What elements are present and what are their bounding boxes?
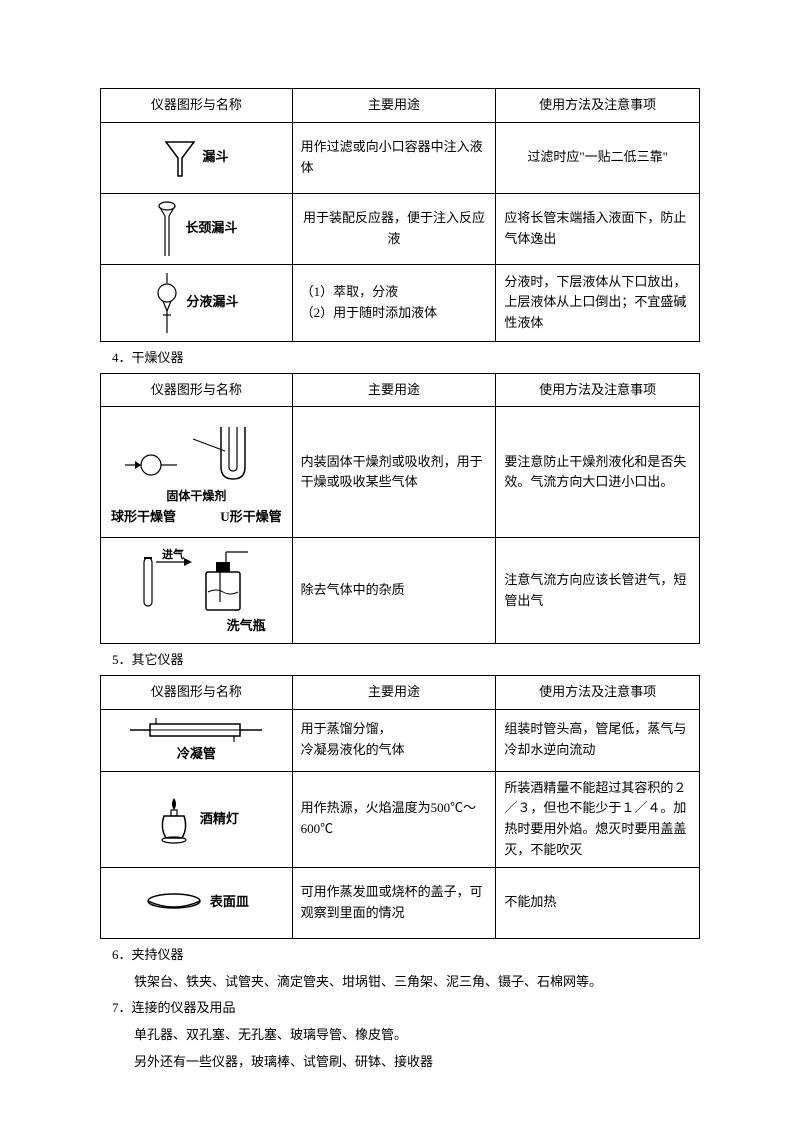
- alcohol-lamp-icon: [154, 794, 194, 844]
- use-cell: 可用作蒸发皿或烧杯的盖子，可观察到里面的情况: [292, 867, 496, 938]
- img-cell: 冷凝管: [101, 709, 293, 771]
- other-table: 仪器图形与名称 主要用途 使用方法及注意事项 冷凝管 用于蒸馏分馏， 冷凝易液化…: [100, 675, 700, 939]
- section-connect: 7．连接的仪器及用品: [100, 996, 700, 1023]
- instrument-label: 分液漏斗: [186, 292, 238, 313]
- img-cell: 分液漏斗: [101, 264, 293, 341]
- header-img: 仪器图形与名称: [101, 373, 293, 407]
- label-solid-desiccant: 固体干燥剂: [166, 487, 226, 506]
- drying-table: 仪器图形与名称 主要用途 使用方法及注意事项: [100, 373, 700, 645]
- img-cell: 长颈漏斗: [101, 193, 293, 264]
- use-cell: 用于装配反应器，便于注入反应液: [292, 193, 496, 264]
- note-cell: 应将长管末端插入液面下，防止气体逸出: [496, 193, 700, 264]
- drying-tube-icon: [121, 417, 271, 487]
- table-row: 酒精灯 用作热源，火焰温度为500℃～600℃ 所装酒精量不能超过其容积的２／３…: [101, 771, 700, 867]
- table-header-row: 仪器图形与名称 主要用途 使用方法及注意事项: [101, 89, 700, 123]
- header-note: 使用方法及注意事项: [496, 373, 700, 407]
- note-cell: 注意气流方向应该长管进气，短管出气: [496, 538, 700, 644]
- note-cell: 不能加热: [496, 867, 700, 938]
- label-gas-in: 进气: [162, 547, 184, 561]
- section-drying: 4．干燥仪器: [100, 346, 700, 373]
- header-use: 主要用途: [292, 89, 496, 123]
- table-row: 表面皿 可用作蒸发皿或烧杯的盖子，可观察到里面的情况 不能加热: [101, 867, 700, 938]
- use-cell: 用作热源，火焰温度为500℃～600℃: [292, 771, 496, 867]
- long-funnel-icon: [155, 200, 179, 258]
- table-row: 冷凝管 用于蒸馏分馏， 冷凝易液化的气体 组装时管头高，管尾低，蒸气与冷却水逆向…: [101, 709, 700, 771]
- table-row: 分液漏斗 （1）萃取，分液 （2）用于随时添加液体 分液时，下层液体从下口放出，…: [101, 264, 700, 341]
- label-wash-bottle: 洗气瓶: [227, 618, 266, 633]
- use-cell: 用于蒸馏分馏， 冷凝易液化的气体: [292, 709, 496, 771]
- section-other: 5．其它仪器: [100, 648, 700, 675]
- table-header-row: 仪器图形与名称 主要用途 使用方法及注意事项: [101, 373, 700, 407]
- note-cell: 所装酒精量不能超过其容积的２／３，但也不能少于１／４。加热时要用外焰。熄灭时要用…: [496, 771, 700, 867]
- wash-bottle-icon: 进气: [126, 544, 266, 616]
- table-row: 漏斗 用作过滤或向小口容器中注入液体 过滤时应"一贴二低三靠": [101, 122, 700, 193]
- note-cell: 过滤时应"一贴二低三靠": [496, 122, 700, 193]
- img-cell: 进气 洗气瓶: [101, 538, 293, 644]
- note-cell: 组装时管头高，管尾低，蒸气与冷却水逆向流动: [496, 709, 700, 771]
- img-cell: 固体干燥剂 球形干燥管 U形干燥管: [101, 407, 293, 538]
- instrument-label: 酒精灯: [200, 809, 239, 830]
- use-cell: 用作过滤或向小口容器中注入液体: [292, 122, 496, 193]
- instrument-label: 表面皿: [210, 892, 249, 913]
- label-u-tube: U形干燥管: [220, 507, 281, 528]
- header-use: 主要用途: [292, 373, 496, 407]
- table-row: 进气 洗气瓶 除去气体中的杂质 注意气流方向应该长管进气，短管出气: [101, 538, 700, 644]
- clamp-body: 铁架台、铁夹、试管夹、滴定管夹、坩埚钳、三角架、泥三角、镊子、石棉网等。: [100, 970, 700, 997]
- table-header-row: 仪器图形与名称 主要用途 使用方法及注意事项: [101, 675, 700, 709]
- instrument-label: 长颈漏斗: [185, 218, 237, 239]
- funnel-table: 仪器图形与名称 主要用途 使用方法及注意事项 漏斗 用作过滤或向小口容器中注入液…: [100, 88, 700, 342]
- img-cell: 漏斗: [101, 122, 293, 193]
- header-use: 主要用途: [292, 675, 496, 709]
- use-cell: 除去气体中的杂质: [292, 538, 496, 644]
- use-cell: （1）萃取，分液 （2）用于随时添加液体: [292, 264, 496, 341]
- header-note: 使用方法及注意事项: [496, 89, 700, 123]
- label-ball-tube: 球形干燥管: [111, 507, 176, 528]
- instrument-label: 漏斗: [202, 147, 228, 168]
- sep-funnel-icon: [154, 271, 180, 335]
- table-row: 固体干燥剂 球形干燥管 U形干燥管 内装固体干燥剂或吸收剂，用于干燥或吸收某些气…: [101, 407, 700, 538]
- img-cell: 酒精灯: [101, 771, 293, 867]
- connect-body-1: 单孔器、双孔塞、无孔塞、玻璃导管、橡皮管。: [100, 1023, 700, 1050]
- note-cell: 分液时，下层液体从下口放出，上层液体从上口倒出；不宜盛碱性液体: [496, 264, 700, 341]
- connect-body-2: 另外还有一些仪器，玻璃棒、试管刷、研钵、接收器: [100, 1050, 700, 1077]
- condenser-icon: [126, 716, 266, 744]
- funnel-icon: [164, 138, 196, 178]
- header-img: 仪器图形与名称: [101, 675, 293, 709]
- img-cell: 表面皿: [101, 867, 293, 938]
- instrument-label: 冷凝管: [177, 746, 216, 761]
- header-note: 使用方法及注意事项: [496, 675, 700, 709]
- header-img: 仪器图形与名称: [101, 89, 293, 123]
- section-clamp: 6．夹持仪器: [100, 943, 700, 970]
- watch-glass-icon: [144, 891, 204, 915]
- note-cell: 要注意防止干燥剂液化和是否失效。气流方向大口进小口出。: [496, 407, 700, 538]
- table-row: 长颈漏斗 用于装配反应器，便于注入反应液 应将长管末端插入液面下，防止气体逸出: [101, 193, 700, 264]
- use-cell: 内装固体干燥剂或吸收剂，用于干燥或吸收某些气体: [292, 407, 496, 538]
